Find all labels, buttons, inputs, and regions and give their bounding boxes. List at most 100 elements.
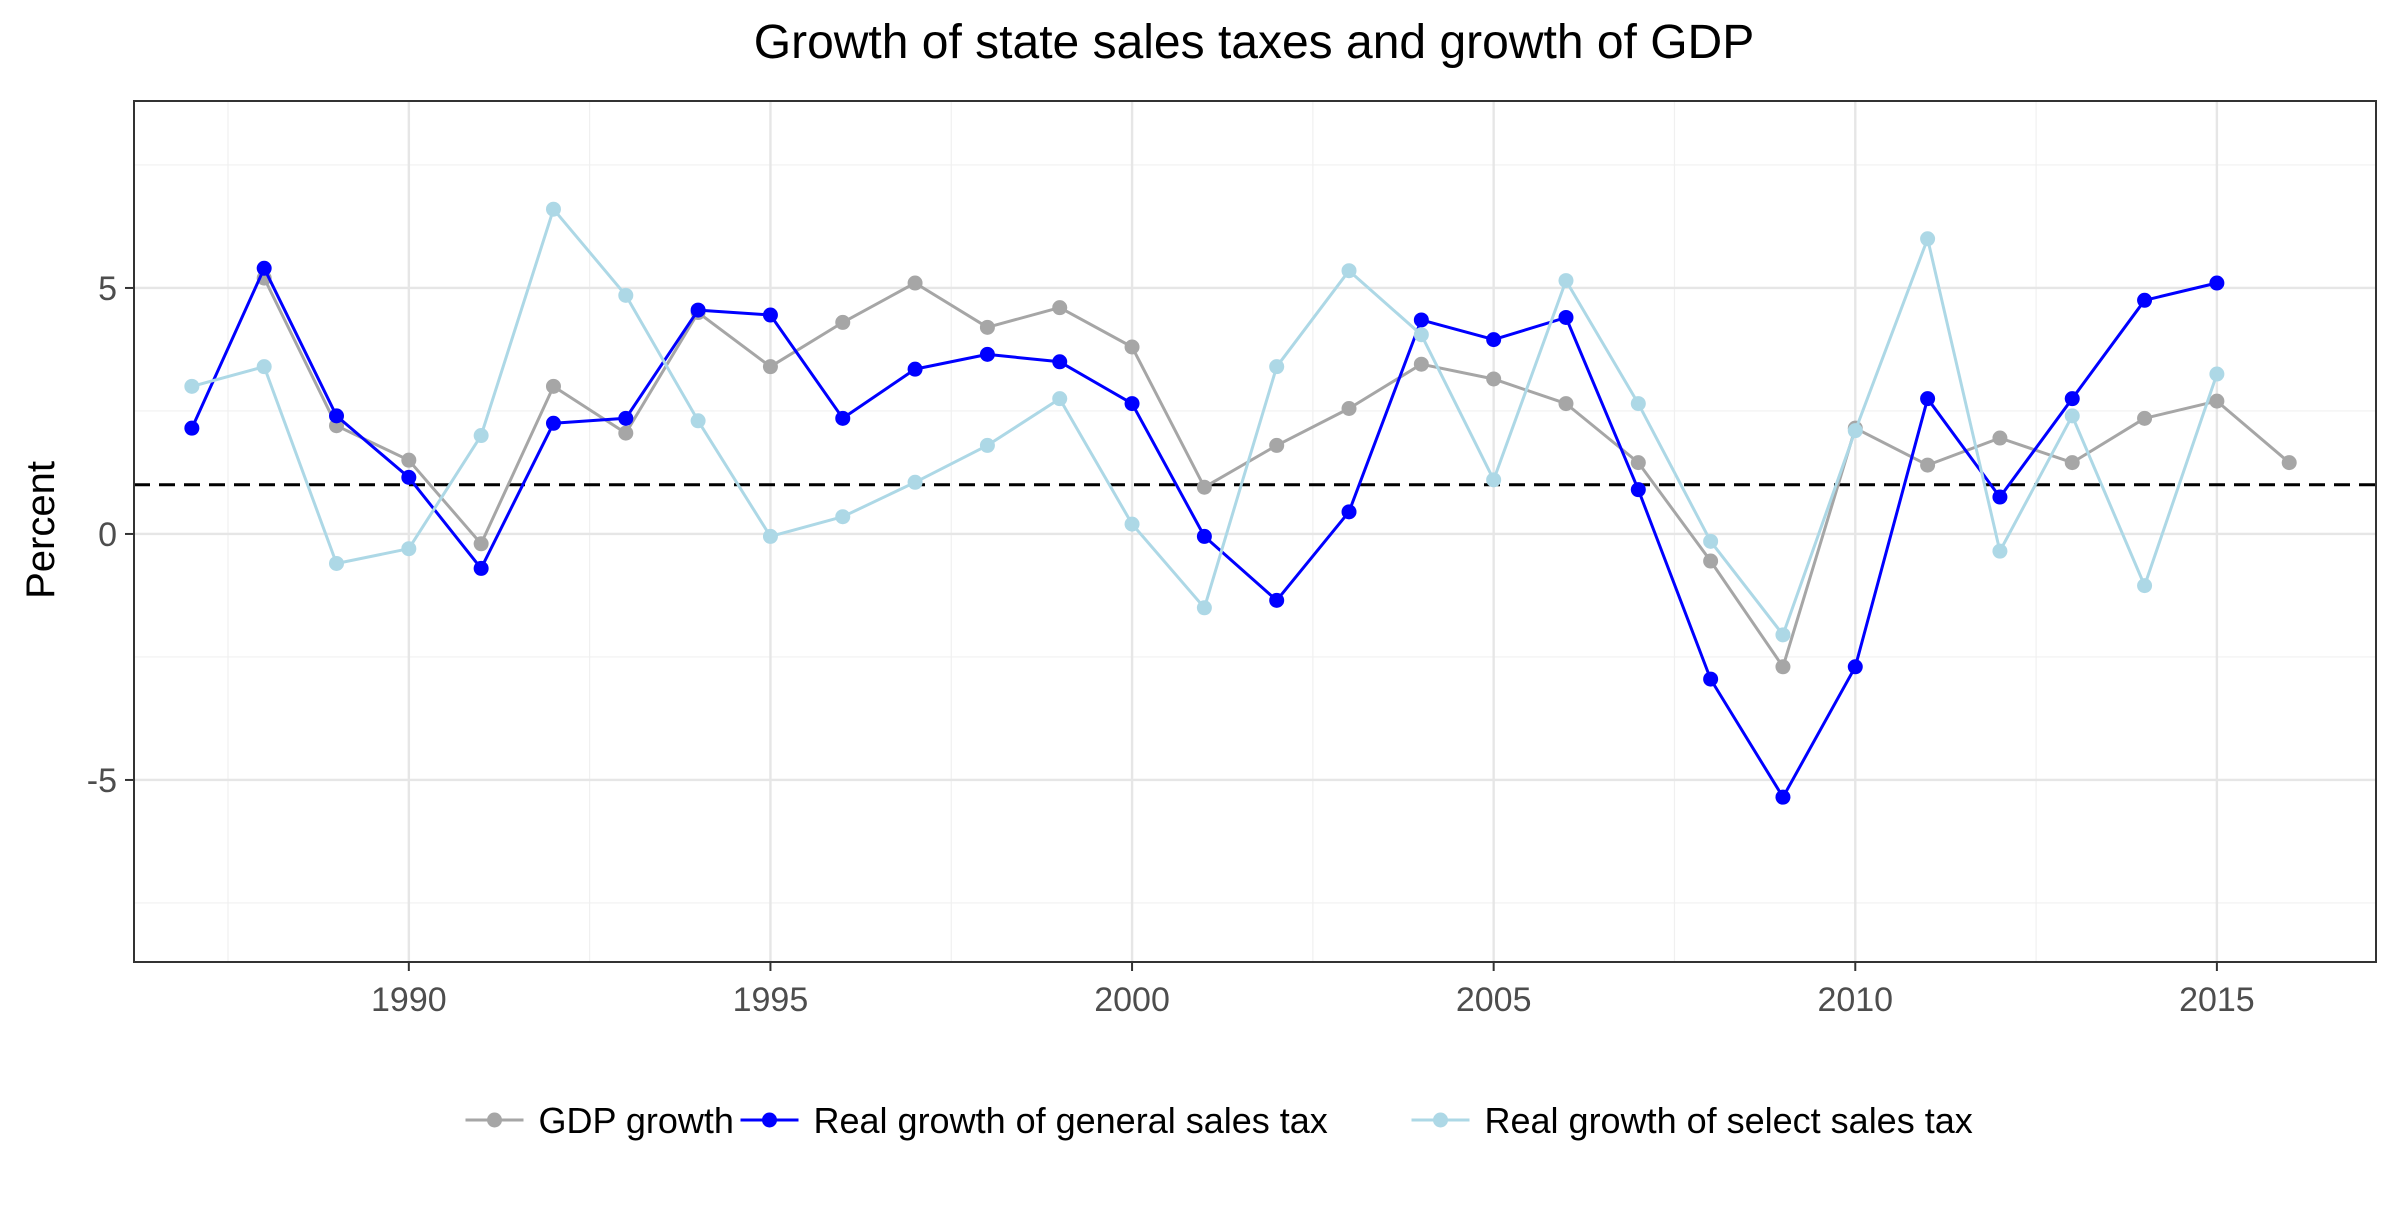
data-point-series-3 xyxy=(907,474,923,490)
chart-title: Growth of state sales taxes and growth o… xyxy=(754,16,1754,69)
y-axis-label: Percent xyxy=(19,461,63,599)
data-point-series-2 xyxy=(329,408,345,424)
data-point-series-2 xyxy=(184,420,200,436)
data-point-series-2 xyxy=(1775,789,1791,805)
data-point-series-2 xyxy=(2137,292,2153,308)
plot-background xyxy=(134,101,2376,962)
data-point-series-2 xyxy=(907,361,923,377)
data-point-series-2 xyxy=(835,410,851,426)
data-point-series-3 xyxy=(1992,543,2008,559)
data-point-series-3 xyxy=(1413,327,1429,343)
data-point-series-1 xyxy=(1775,659,1791,675)
data-point-series-1 xyxy=(1486,371,1502,387)
data-point-series-2 xyxy=(2064,391,2080,407)
data-point-series-2 xyxy=(1269,592,1285,608)
data-point-series-3 xyxy=(1196,600,1212,616)
y-tick-label: 5 xyxy=(98,270,117,308)
data-point-series-2 xyxy=(1124,396,1140,412)
data-point-series-2 xyxy=(618,410,634,426)
data-point-series-3 xyxy=(1052,391,1068,407)
x-tick-label: 2010 xyxy=(1817,981,1893,1019)
legend-key-point xyxy=(762,1112,777,1128)
data-point-series-3 xyxy=(401,541,417,557)
data-point-series-3 xyxy=(762,528,778,544)
data-point-series-3 xyxy=(2064,408,2080,424)
data-point-series-3 xyxy=(545,201,561,217)
data-point-series-2 xyxy=(256,260,272,276)
legend-key-point xyxy=(1433,1112,1448,1128)
data-point-series-1 xyxy=(545,378,561,394)
data-point-series-1 xyxy=(2137,410,2153,426)
legend-item: Real growth of select sales tax xyxy=(1411,1100,1973,1141)
data-point-series-2 xyxy=(1558,309,1574,325)
data-point-series-2 xyxy=(1196,528,1212,544)
data-point-series-3 xyxy=(329,555,345,571)
plot-area: 1990 1995 2000 2005 2010 2015 -5 0 5 xyxy=(87,100,2377,1019)
data-point-series-1 xyxy=(2281,455,2297,471)
data-point-series-3 xyxy=(473,428,489,444)
data-point-series-3 xyxy=(1269,359,1285,375)
data-point-series-1 xyxy=(1341,401,1357,416)
data-point-series-2 xyxy=(1341,504,1357,520)
data-point-series-1 xyxy=(2064,455,2080,471)
data-point-series-2 xyxy=(1630,482,1646,498)
data-point-series-2 xyxy=(690,302,706,318)
data-point-series-2 xyxy=(1703,671,1719,687)
data-point-series-2 xyxy=(1847,659,1863,675)
x-tick-label: 1995 xyxy=(733,981,809,1019)
x-tick-label: 1990 xyxy=(371,981,447,1019)
data-point-series-1 xyxy=(1992,430,2008,446)
legend-item: GDP growth xyxy=(465,1100,734,1141)
data-point-series-1 xyxy=(907,275,923,291)
legend-key-point xyxy=(487,1112,502,1128)
data-point-series-1 xyxy=(979,319,995,335)
data-point-series-3 xyxy=(835,509,851,525)
data-point-series-1 xyxy=(1196,479,1212,495)
legend-label: Real growth of general sales tax xyxy=(814,1100,1328,1141)
data-point-series-2 xyxy=(1486,332,1502,348)
data-point-series-1 xyxy=(762,359,778,375)
data-point-series-2 xyxy=(401,469,417,485)
legend: GDP growth Real growth of general sales t… xyxy=(465,1100,1973,1141)
data-point-series-1 xyxy=(835,314,851,330)
data-point-series-1 xyxy=(1630,455,1646,471)
data-point-series-2 xyxy=(473,560,489,576)
data-point-series-2 xyxy=(1413,312,1429,328)
y-tick-label: 0 xyxy=(98,516,117,554)
data-point-series-1 xyxy=(1124,339,1140,355)
legend-label: GDP growth xyxy=(539,1100,734,1141)
data-point-series-3 xyxy=(2209,366,2225,382)
data-point-series-1 xyxy=(1052,300,1068,316)
data-point-series-1 xyxy=(1413,356,1429,372)
y-tick-label: -5 xyxy=(87,762,117,800)
data-point-series-3 xyxy=(1920,231,1936,247)
data-point-series-3 xyxy=(1630,396,1646,412)
data-point-series-2 xyxy=(762,307,778,323)
data-point-series-1 xyxy=(1920,457,1936,473)
data-point-series-2 xyxy=(1052,354,1068,370)
data-point-series-3 xyxy=(1124,516,1140,532)
data-point-series-3 xyxy=(690,413,706,429)
legend-item: Real growth of general sales tax xyxy=(740,1100,1328,1141)
data-point-series-3 xyxy=(618,287,634,303)
data-point-series-1 xyxy=(401,452,417,468)
data-point-series-1 xyxy=(1558,396,1574,412)
data-point-series-3 xyxy=(1558,273,1574,289)
data-point-series-3 xyxy=(1703,533,1719,549)
data-point-series-1 xyxy=(473,536,489,552)
data-point-series-3 xyxy=(256,359,272,375)
data-point-series-3 xyxy=(1847,423,1863,439)
legend-label: Real growth of select sales tax xyxy=(1485,1100,1973,1141)
data-point-series-3 xyxy=(1775,627,1791,643)
data-point-series-2 xyxy=(979,346,995,362)
data-point-series-2 xyxy=(545,415,561,431)
data-point-series-1 xyxy=(1703,553,1719,569)
data-point-series-2 xyxy=(2209,275,2225,291)
data-point-series-1 xyxy=(1269,437,1285,453)
data-point-series-1 xyxy=(2209,393,2225,409)
data-point-series-3 xyxy=(184,378,200,394)
data-point-series-2 xyxy=(1992,489,2008,505)
x-tick-label: 2015 xyxy=(2179,981,2255,1019)
